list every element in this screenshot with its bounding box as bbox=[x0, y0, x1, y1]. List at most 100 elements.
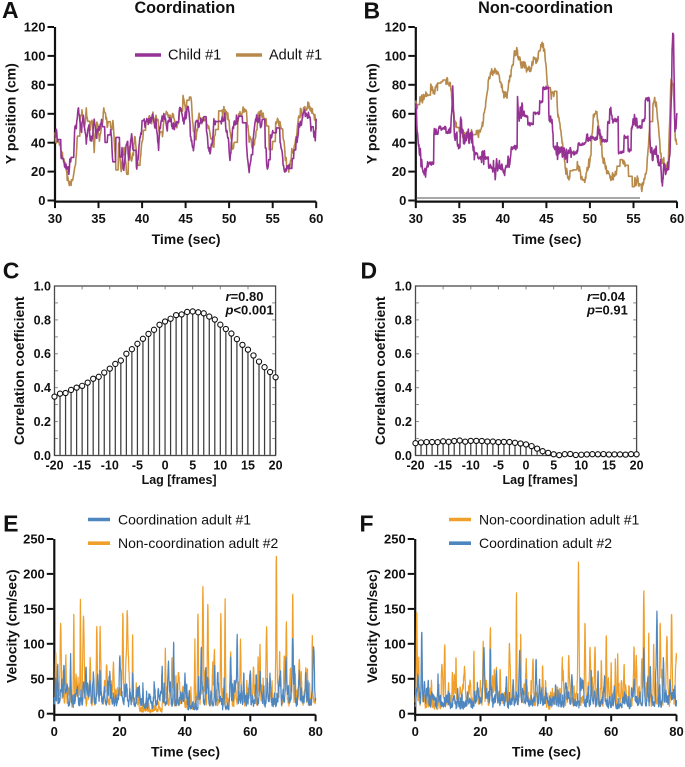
svg-text:-5: -5 bbox=[132, 459, 143, 473]
svg-text:Time (sec): Time (sec) bbox=[152, 231, 221, 247]
svg-text:Y position (cm): Y position (cm) bbox=[3, 63, 19, 164]
svg-text:80: 80 bbox=[669, 724, 683, 739]
svg-text:0: 0 bbox=[162, 459, 169, 473]
svg-text:20: 20 bbox=[269, 459, 283, 473]
svg-text:Time (sec): Time (sec) bbox=[512, 744, 581, 760]
svg-text:40: 40 bbox=[31, 135, 45, 150]
svg-text:Correlation coefficient: Correlation coefficient bbox=[11, 296, 27, 445]
svg-text:50: 50 bbox=[391, 671, 405, 686]
svg-text:120: 120 bbox=[385, 20, 407, 35]
svg-text:Child #1: Child #1 bbox=[168, 48, 221, 64]
svg-text:150: 150 bbox=[23, 602, 45, 617]
svg-text:40: 40 bbox=[539, 724, 553, 739]
svg-text:60: 60 bbox=[243, 724, 257, 739]
svg-text:B: B bbox=[364, 0, 381, 24]
svg-text:F: F bbox=[360, 511, 374, 537]
svg-text:20: 20 bbox=[392, 164, 406, 179]
svg-text:1.0: 1.0 bbox=[34, 279, 51, 293]
svg-text:15: 15 bbox=[241, 459, 255, 473]
svg-text:10: 10 bbox=[574, 459, 588, 473]
svg-text:-20: -20 bbox=[45, 459, 63, 473]
svg-text:0.2: 0.2 bbox=[34, 415, 51, 429]
svg-text:60: 60 bbox=[31, 106, 45, 121]
svg-text:80: 80 bbox=[392, 77, 406, 92]
svg-text:0: 0 bbox=[51, 724, 58, 739]
svg-text:Coordination: Coordination bbox=[134, 0, 235, 17]
svg-text:0.6: 0.6 bbox=[395, 347, 412, 361]
svg-text:100: 100 bbox=[384, 636, 406, 651]
svg-text:30: 30 bbox=[48, 211, 62, 226]
svg-text:50: 50 bbox=[30, 671, 44, 686]
svg-text:20: 20 bbox=[473, 724, 487, 739]
svg-text:80: 80 bbox=[31, 77, 45, 92]
svg-text:D: D bbox=[361, 257, 378, 283]
svg-text:5: 5 bbox=[550, 459, 557, 473]
svg-text:20: 20 bbox=[112, 724, 126, 739]
svg-text:-5: -5 bbox=[493, 459, 504, 473]
svg-text:60: 60 bbox=[604, 724, 618, 739]
svg-text:5: 5 bbox=[189, 459, 196, 473]
svg-text:0.0: 0.0 bbox=[34, 449, 51, 463]
svg-text:55: 55 bbox=[265, 211, 279, 226]
svg-text:10: 10 bbox=[213, 459, 227, 473]
svg-text:Velocity (cm/sec): Velocity (cm/sec) bbox=[364, 569, 380, 683]
svg-text:0.0: 0.0 bbox=[395, 449, 412, 463]
svg-text:-10: -10 bbox=[101, 459, 119, 473]
svg-text:0: 0 bbox=[412, 724, 419, 739]
svg-text:0.4: 0.4 bbox=[34, 381, 51, 395]
svg-text:r=0.80: r=0.80 bbox=[226, 289, 264, 304]
svg-text:120: 120 bbox=[24, 20, 46, 35]
svg-text:Time (sec): Time (sec) bbox=[512, 231, 581, 247]
svg-text:45: 45 bbox=[539, 211, 553, 226]
svg-text:Coordination adult #1: Coordination adult #1 bbox=[118, 511, 251, 527]
svg-text:Correlation coefficient: Correlation coefficient bbox=[372, 296, 388, 445]
svg-text:60: 60 bbox=[670, 211, 684, 226]
svg-text:250: 250 bbox=[23, 532, 45, 547]
svg-text:Lag [frames]: Lag [frames] bbox=[142, 473, 217, 487]
svg-text:0: 0 bbox=[399, 193, 406, 208]
svg-text:Lag [frames]: Lag [frames] bbox=[502, 473, 577, 487]
svg-text:100: 100 bbox=[23, 636, 45, 651]
svg-text:0: 0 bbox=[398, 706, 405, 721]
svg-text:40: 40 bbox=[496, 211, 510, 226]
svg-text:60: 60 bbox=[309, 211, 323, 226]
svg-text:-20: -20 bbox=[406, 459, 424, 473]
svg-text:50: 50 bbox=[583, 211, 597, 226]
svg-text:-10: -10 bbox=[462, 459, 480, 473]
svg-text:0: 0 bbox=[38, 706, 45, 721]
svg-text:p=0.91: p=0.91 bbox=[586, 303, 628, 318]
svg-text:15: 15 bbox=[602, 459, 616, 473]
svg-text:Coordination adult #2: Coordination adult #2 bbox=[479, 535, 612, 551]
svg-text:40: 40 bbox=[135, 211, 149, 226]
svg-text:0.6: 0.6 bbox=[34, 347, 51, 361]
svg-text:Adult #1: Adult #1 bbox=[269, 48, 322, 64]
svg-text:30: 30 bbox=[409, 211, 423, 226]
svg-text:35: 35 bbox=[91, 211, 105, 226]
svg-text:60: 60 bbox=[392, 106, 406, 121]
svg-text:150: 150 bbox=[384, 602, 406, 617]
svg-text:-15: -15 bbox=[73, 459, 91, 473]
svg-text:40: 40 bbox=[392, 135, 406, 150]
svg-text:0.8: 0.8 bbox=[34, 313, 51, 327]
svg-text:0: 0 bbox=[38, 193, 45, 208]
svg-text:200: 200 bbox=[384, 567, 406, 582]
svg-text:Y position (cm): Y position (cm) bbox=[363, 63, 379, 164]
svg-text:A: A bbox=[2, 0, 19, 23]
svg-text:45: 45 bbox=[178, 211, 192, 226]
svg-text:0.8: 0.8 bbox=[395, 313, 412, 327]
svg-text:1.0: 1.0 bbox=[395, 279, 412, 293]
svg-text:80: 80 bbox=[308, 724, 322, 739]
svg-text:50: 50 bbox=[222, 211, 236, 226]
svg-text:0: 0 bbox=[523, 459, 530, 473]
svg-text:0.2: 0.2 bbox=[395, 415, 412, 429]
svg-text:40: 40 bbox=[178, 724, 192, 739]
svg-text:p<0.001: p<0.001 bbox=[225, 303, 274, 318]
svg-text:-15: -15 bbox=[434, 459, 452, 473]
svg-text:100: 100 bbox=[385, 49, 407, 64]
svg-text:55: 55 bbox=[626, 211, 640, 226]
svg-text:200: 200 bbox=[23, 567, 45, 582]
svg-text:Time (sec): Time (sec) bbox=[151, 744, 220, 760]
svg-text:E: E bbox=[3, 511, 18, 537]
svg-text:35: 35 bbox=[452, 211, 466, 226]
svg-text:Velocity (cm/sec): Velocity (cm/sec) bbox=[3, 569, 19, 683]
